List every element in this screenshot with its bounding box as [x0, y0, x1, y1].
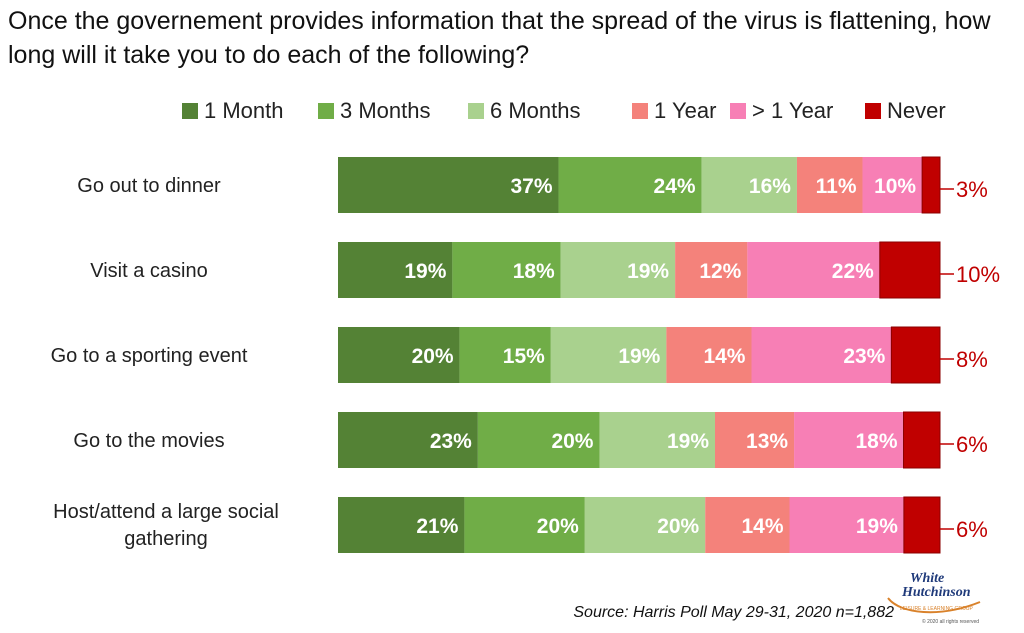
bar-segment	[796, 157, 863, 213]
bar-segment	[584, 497, 706, 553]
data-label: 20%	[551, 430, 593, 453]
bar-segment	[464, 497, 585, 553]
bar-segment	[338, 327, 460, 383]
data-label: 19%	[404, 260, 446, 283]
legend-label: 6 Months	[490, 98, 581, 123]
bar-segment	[338, 497, 465, 553]
data-label: 23%	[430, 430, 472, 453]
data-label: 19%	[856, 515, 898, 538]
data-label: 13%	[746, 430, 788, 453]
bar-segment	[666, 327, 752, 383]
data-label: 24%	[654, 175, 696, 198]
legend-swatch	[632, 103, 648, 119]
bar-segment	[879, 241, 941, 299]
logo-tagline: LEISURE & LEARNING GROUP	[900, 606, 973, 612]
logo-line1: White	[910, 571, 944, 586]
data-label: 21%	[416, 515, 458, 538]
bar-segment	[338, 412, 478, 468]
data-label: 19%	[618, 345, 660, 368]
bar-segment	[338, 157, 559, 213]
legend-label: 1 Month	[204, 98, 284, 123]
bar-segment	[715, 412, 795, 468]
legend-item: 1 Year	[632, 96, 716, 126]
legend-swatch	[865, 103, 881, 119]
white-hutchinson-logo: White Hutchinson LEISURE & LEARNING GROU…	[887, 571, 981, 625]
category-label: Go to the movies	[73, 429, 225, 452]
legend-swatch	[318, 103, 334, 119]
bar-segment	[862, 157, 923, 213]
data-label-never: 8%	[956, 347, 988, 372]
category-label: Go out to dinner	[77, 174, 221, 197]
legend-swatch	[182, 103, 198, 119]
data-label: 18%	[855, 430, 897, 453]
legend-label: Never	[887, 98, 946, 123]
data-label: 14%	[703, 345, 745, 368]
data-label: 15%	[503, 345, 545, 368]
category-label: Visit a casino	[90, 259, 208, 282]
bar-segment	[599, 412, 716, 468]
legend-item: > 1 Year	[730, 96, 833, 126]
data-label: 10%	[874, 175, 916, 198]
bar-segment	[558, 157, 702, 213]
data-label: 19%	[667, 430, 709, 453]
bar-segment	[890, 326, 941, 384]
legend-item: 6 Months	[468, 96, 581, 126]
legend: 1 Month 3 Months 6 Months 1 Year > 1 Year Nev…	[0, 96, 1024, 126]
bar-segment	[903, 496, 941, 554]
data-label: 11%	[816, 175, 857, 198]
legend-label: 3 Months	[340, 98, 431, 123]
logo-line2: Hutchinson	[901, 585, 971, 600]
bar-segment	[550, 327, 667, 383]
bar-segment	[675, 242, 748, 298]
legend-swatch	[468, 103, 484, 119]
legend-item: 3 Months	[318, 96, 431, 126]
logo-swoosh	[887, 597, 981, 614]
bar-segment	[794, 412, 904, 468]
data-label-never: 10%	[956, 262, 1000, 287]
data-label: 16%	[749, 175, 791, 198]
legend-swatch	[730, 103, 746, 119]
logo-copyright: © 2020 all rights reserved	[922, 618, 979, 625]
legend-label: > 1 Year	[752, 98, 834, 123]
bar-segment	[903, 411, 941, 469]
data-label-never: 6%	[956, 517, 988, 542]
data-label: 23%	[843, 345, 885, 368]
legend-label: 1 Year	[654, 98, 717, 123]
bar-segment	[560, 242, 676, 298]
chart-title: Once the governement provides informatio…	[8, 7, 991, 69]
bar-segment	[452, 242, 561, 298]
bar-segment	[705, 497, 790, 553]
bar-segment	[338, 242, 453, 298]
data-label-never: 3%	[956, 177, 988, 202]
data-label: 37%	[511, 175, 553, 198]
category-label: Host/attend a large social gathering	[53, 501, 279, 550]
data-label: 18%	[513, 260, 555, 283]
data-label: 20%	[412, 345, 454, 368]
legend-item: 1 Month	[182, 96, 284, 126]
bar-segment	[921, 156, 941, 214]
bar-segment	[701, 157, 797, 213]
data-label: 20%	[657, 515, 699, 538]
data-label: 12%	[699, 260, 741, 283]
source-note: Source: Harris Poll May 29-31, 2020 n=1,…	[573, 604, 894, 621]
data-label: 20%	[537, 515, 579, 538]
data-label-never: 6%	[956, 432, 988, 457]
bar-segment	[477, 412, 600, 468]
bar-segment	[459, 327, 551, 383]
legend-item: Never	[865, 96, 946, 126]
bar-segment	[747, 242, 880, 298]
category-label: Go to a sporting event	[50, 344, 248, 367]
data-label: 14%	[741, 515, 783, 538]
data-label: 19%	[627, 260, 669, 283]
data-label: 22%	[832, 260, 874, 283]
bar-segment	[789, 497, 904, 553]
bar-segment	[751, 327, 892, 383]
